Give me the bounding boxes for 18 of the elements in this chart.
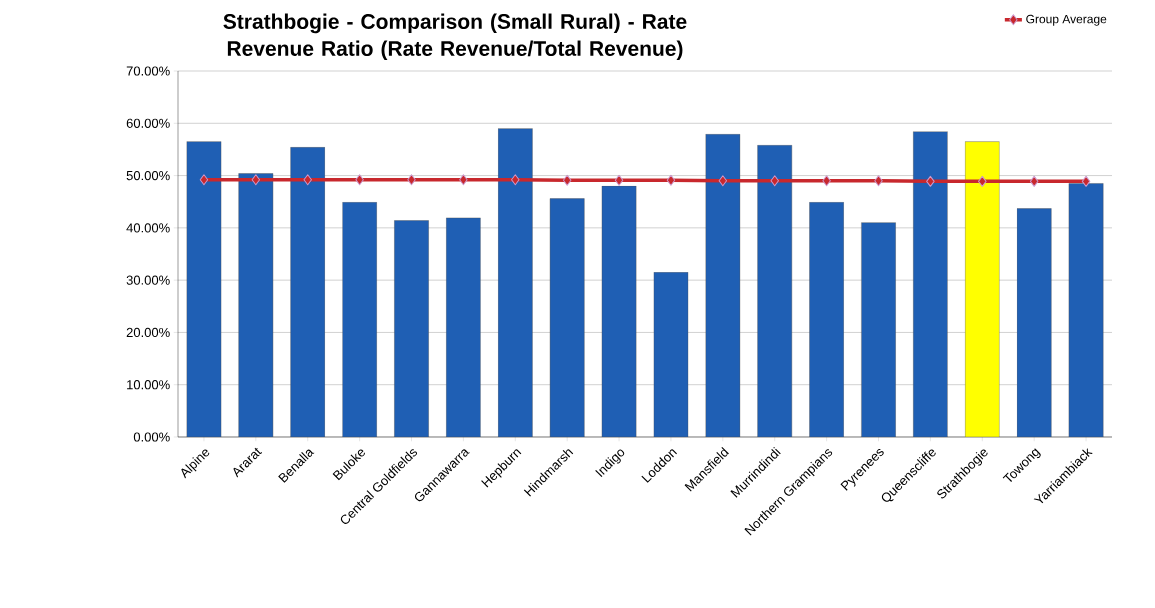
bar xyxy=(290,147,326,437)
legend-label: Group Average xyxy=(1026,14,1107,26)
bar xyxy=(653,272,689,437)
y-tick-label: 70.00% xyxy=(126,66,170,76)
y-tick-label: 10.00% xyxy=(127,380,170,390)
bar xyxy=(809,202,844,437)
y-tick-label: 40.00% xyxy=(126,223,170,233)
y-tick-label: 60.00% xyxy=(126,118,170,128)
bar xyxy=(1068,183,1104,437)
y-tick-label: 20.00% xyxy=(126,327,170,338)
y-tick-label: 0.00% xyxy=(133,432,170,442)
y-tick-label: 30.00% xyxy=(126,275,170,285)
bar xyxy=(549,198,585,437)
bar xyxy=(394,220,429,437)
y-tick-label: 50.00% xyxy=(126,170,170,181)
bar xyxy=(342,202,377,437)
bar xyxy=(1016,208,1052,437)
chart-title: Strathbogie - Comparison (Small Rural) - Rate Revenue Ratio (Rate Revenue/Total Revenue) xyxy=(223,13,687,61)
